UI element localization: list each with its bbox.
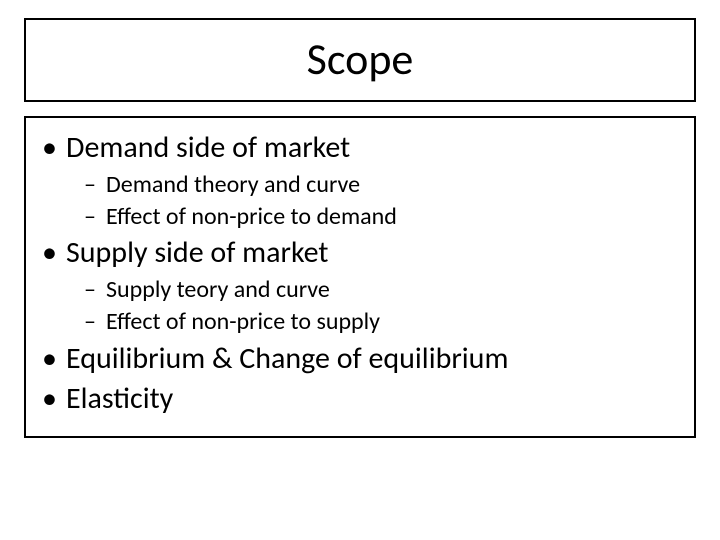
- bullet-demand-nonprice: Effect of non-price to demand: [40, 201, 680, 233]
- title-box: Scope: [24, 18, 696, 102]
- content-box: Demand side of market Demand theory and …: [24, 116, 696, 438]
- bullet-equilibrium: Equilibrium & Change of equilibrium: [40, 339, 680, 380]
- bullet-elasticity: Elasticity: [40, 379, 680, 420]
- bullet-demand-theory: Demand theory and curve: [40, 169, 680, 201]
- bullet-supply-theory: Supply teory and curve: [40, 274, 680, 306]
- bullet-supply-side: Supply side of market: [40, 233, 680, 274]
- bullet-supply-nonprice: Effect of non-price to supply: [40, 306, 680, 338]
- bullet-demand-side: Demand side of market: [40, 128, 680, 169]
- slide-title: Scope: [26, 32, 694, 86]
